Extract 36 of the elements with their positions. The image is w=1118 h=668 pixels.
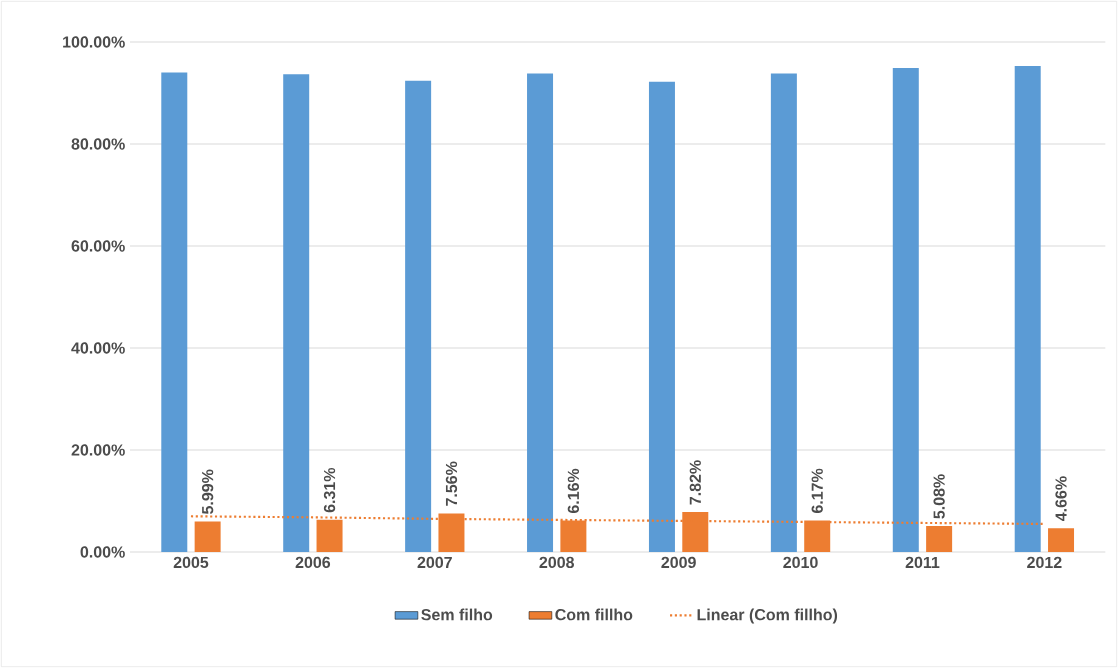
x-tick-label: 2008 (539, 556, 575, 569)
data-label: 5.08% (933, 474, 945, 519)
y-tick-label: 80.00% (71, 138, 125, 150)
x-tick-label: 2005 (173, 556, 209, 569)
y-tick-label: 20.00% (71, 444, 125, 456)
bar (1048, 528, 1075, 552)
y-tick-label: 0.00% (80, 546, 125, 558)
data-label: 6.31% (323, 467, 336, 513)
y-tick-label: 100.00% (63, 36, 125, 48)
bar (161, 72, 188, 552)
legend-label: Linear (Com fillho) (697, 608, 838, 624)
data-label: 6.17% (811, 468, 823, 514)
x-tick-label: 2006 (295, 556, 331, 569)
x-tick-label: 2010 (783, 556, 818, 569)
data-label: 7.82% (689, 460, 701, 505)
bar (527, 73, 554, 552)
y-tick-label: 60.00% (71, 240, 125, 252)
bar (405, 80, 432, 552)
bar (892, 68, 919, 552)
bar (926, 526, 953, 552)
bar (1014, 65, 1041, 552)
data-label: 6.16% (567, 468, 580, 514)
x-tick-label: 2011 (905, 556, 940, 569)
legend-label: Sem filho (421, 608, 493, 621)
x-tick-label: 2007 (417, 556, 452, 569)
legend-label: Com fillho (555, 608, 633, 621)
bar (770, 73, 797, 552)
bar (648, 81, 675, 552)
bar (283, 74, 310, 552)
y-tick-label: 40.00% (71, 342, 125, 354)
data-label: 7.56% (445, 461, 458, 506)
x-tick-label: 2012 (1027, 556, 1062, 569)
data-label: 4.66% (1055, 476, 1067, 522)
bar (194, 521, 221, 552)
data-label: 5.99% (201, 469, 214, 515)
x-tick-label: 2009 (661, 556, 696, 569)
